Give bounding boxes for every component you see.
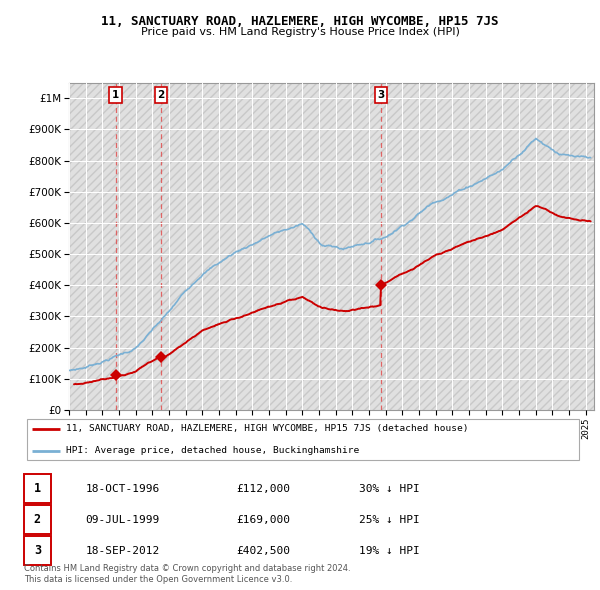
- Text: 30% ↓ HPI: 30% ↓ HPI: [359, 484, 419, 493]
- Text: 2: 2: [34, 513, 41, 526]
- Text: 1: 1: [34, 482, 41, 495]
- Text: This data is licensed under the Open Government Licence v3.0.: This data is licensed under the Open Gov…: [24, 575, 292, 584]
- Text: 25% ↓ HPI: 25% ↓ HPI: [359, 514, 419, 525]
- Text: Contains HM Land Registry data © Crown copyright and database right 2024.: Contains HM Land Registry data © Crown c…: [24, 565, 350, 573]
- Text: £112,000: £112,000: [236, 484, 290, 493]
- Text: 3: 3: [34, 545, 41, 558]
- FancyBboxPatch shape: [24, 536, 51, 565]
- Text: 09-JUL-1999: 09-JUL-1999: [85, 514, 160, 525]
- Text: 18-OCT-1996: 18-OCT-1996: [85, 484, 160, 493]
- Text: 2: 2: [157, 90, 164, 100]
- Text: 1: 1: [112, 90, 119, 100]
- Text: £402,500: £402,500: [236, 546, 290, 556]
- Text: 11, SANCTUARY ROAD, HAZLEMERE, HIGH WYCOMBE, HP15 7JS (detached house): 11, SANCTUARY ROAD, HAZLEMERE, HIGH WYCO…: [66, 424, 469, 433]
- FancyBboxPatch shape: [24, 474, 51, 503]
- Text: HPI: Average price, detached house, Buckinghamshire: HPI: Average price, detached house, Buck…: [66, 446, 359, 455]
- Text: 3: 3: [377, 90, 385, 100]
- FancyBboxPatch shape: [27, 419, 579, 460]
- Text: Price paid vs. HM Land Registry's House Price Index (HPI): Price paid vs. HM Land Registry's House …: [140, 27, 460, 37]
- FancyBboxPatch shape: [24, 505, 51, 535]
- Text: 18-SEP-2012: 18-SEP-2012: [85, 546, 160, 556]
- Text: 11, SANCTUARY ROAD, HAZLEMERE, HIGH WYCOMBE, HP15 7JS: 11, SANCTUARY ROAD, HAZLEMERE, HIGH WYCO…: [101, 15, 499, 28]
- Text: £169,000: £169,000: [236, 514, 290, 525]
- Text: 19% ↓ HPI: 19% ↓ HPI: [359, 546, 419, 556]
